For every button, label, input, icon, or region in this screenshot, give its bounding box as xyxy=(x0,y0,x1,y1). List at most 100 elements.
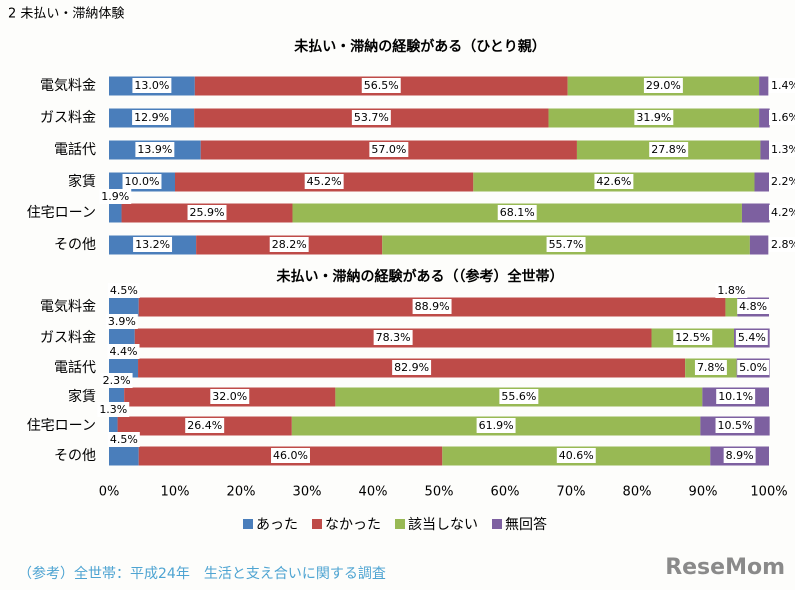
legend-swatch xyxy=(492,519,502,529)
value-label-bg xyxy=(769,78,795,93)
value-label-group: 4.8% xyxy=(737,299,770,314)
value-label-bg xyxy=(546,237,586,252)
legend-swatch xyxy=(312,519,322,529)
value-label: 13.9% xyxy=(137,143,172,156)
value-label-bg xyxy=(269,237,309,252)
chart-title: 未払い・滞納の経験がある（ひとり親） xyxy=(294,38,546,55)
value-label: 4.4% xyxy=(110,345,138,358)
value-label-group: 28.2% xyxy=(269,237,309,252)
legend-swatch xyxy=(243,519,253,529)
value-label: 1.3% xyxy=(99,403,127,416)
value-label: 45.2% xyxy=(307,175,342,188)
value-label-group: 78.3% xyxy=(373,330,413,345)
value-label-bg xyxy=(132,110,172,125)
value-label-group: 4.4% xyxy=(107,344,140,359)
value-label-bg xyxy=(476,418,516,433)
value-label-group: 26.4% xyxy=(185,418,225,433)
value-label: 1.3% xyxy=(771,143,795,156)
value-label-bg xyxy=(107,283,140,298)
value-label-group: 55.6% xyxy=(499,389,539,404)
value-label: 3.9% xyxy=(108,315,136,328)
bar-segment xyxy=(109,328,135,348)
value-label: 27.8% xyxy=(651,143,686,156)
value-label-group: 46.0% xyxy=(271,448,310,463)
value-label: 13.2% xyxy=(135,238,170,251)
value-label-bg xyxy=(369,142,409,157)
legend-label: 無回答 xyxy=(505,516,547,533)
value-label-bg xyxy=(361,78,401,93)
value-label-group: 4.5% xyxy=(107,432,140,447)
value-label-bg xyxy=(499,389,539,404)
chart-title: 未払い・滞納の経験がある（（参考）全世帯） xyxy=(277,268,564,285)
y-tick-label: ガス料金 xyxy=(40,110,96,126)
value-label: 4.5% xyxy=(110,284,138,297)
value-label-group: 2.8% xyxy=(769,237,795,252)
value-label-bg xyxy=(769,142,795,157)
y-tick-label: 家賃 xyxy=(68,388,96,405)
value-label-group: 29.0% xyxy=(643,78,683,93)
value-label: 82.9% xyxy=(394,361,429,374)
value-label-bg xyxy=(715,418,755,433)
value-label-group: 12.5% xyxy=(673,330,713,345)
value-label-bg xyxy=(497,205,537,220)
value-label-bg xyxy=(392,360,432,375)
x-tick-label: 60% xyxy=(491,485,520,500)
value-label-group: 2.2% xyxy=(769,174,795,189)
value-label-group: 10.1% xyxy=(716,389,756,404)
value-label: 61.9% xyxy=(479,419,514,432)
x-tick-label: 30% xyxy=(293,485,322,500)
legend-label: 該当しない xyxy=(408,517,478,533)
value-label-group: 68.1% xyxy=(497,205,537,220)
value-label-bg xyxy=(107,344,140,359)
value-label-group: 13.9% xyxy=(135,142,175,157)
value-label-group: 55.7% xyxy=(546,237,586,252)
page-heading: 2 未払い・滞納体験 xyxy=(8,7,124,22)
value-label: 10.0% xyxy=(125,175,160,188)
value-label-group: 10.0% xyxy=(122,174,162,189)
value-label-bg xyxy=(634,110,674,125)
x-tick-label: 10% xyxy=(161,485,190,500)
legend-label: なかった xyxy=(325,517,381,533)
value-label-group: 12.9% xyxy=(132,110,172,125)
value-label-group: 42.6% xyxy=(594,174,634,189)
value-label: 10.5% xyxy=(718,419,753,432)
value-label-bg xyxy=(649,142,689,157)
value-label-bg xyxy=(271,448,310,463)
value-label: 68.1% xyxy=(500,206,535,219)
bar-segment xyxy=(749,235,769,255)
bar-segment xyxy=(109,446,139,466)
value-label: 10.1% xyxy=(718,390,753,403)
value-label-group: 7.8% xyxy=(694,360,727,375)
value-label: 40.6% xyxy=(559,449,594,462)
value-label-bg xyxy=(715,283,748,298)
y-tick-label: 電話代 xyxy=(54,141,96,158)
value-label: 4.5% xyxy=(110,433,138,446)
value-label-bg xyxy=(135,142,175,157)
bar-segment xyxy=(109,358,139,378)
value-label: 1.9% xyxy=(101,190,129,203)
y-tick-label: 住宅ローン xyxy=(27,205,96,221)
y-tick-label: 電気料金 xyxy=(40,299,96,315)
value-label-bg xyxy=(643,78,683,93)
y-tick-label: 家賃 xyxy=(68,173,96,190)
value-label: 56.5% xyxy=(364,79,399,92)
value-label-bg xyxy=(105,314,138,329)
value-label-group: 1.9% xyxy=(99,189,132,204)
bar-segment xyxy=(109,297,139,317)
value-label: 7.8% xyxy=(697,361,725,374)
value-label: 5.4% xyxy=(738,331,766,344)
value-label-bg xyxy=(723,448,756,463)
bar-segment xyxy=(109,387,125,407)
value-label-bg xyxy=(769,174,795,189)
value-label-bg xyxy=(133,237,173,252)
value-label-group: 1.4% xyxy=(769,78,795,93)
value-label-group: 8.9% xyxy=(723,448,756,463)
x-tick-label: 20% xyxy=(227,485,256,500)
value-label: 1.6% xyxy=(771,111,795,124)
value-label-bg xyxy=(185,418,225,433)
value-label-bg xyxy=(100,373,133,388)
value-label-group: 1.3% xyxy=(769,142,795,157)
value-label: 53.7% xyxy=(354,111,389,124)
bar-segment xyxy=(760,140,769,160)
value-label-group: 1.6% xyxy=(769,110,795,125)
